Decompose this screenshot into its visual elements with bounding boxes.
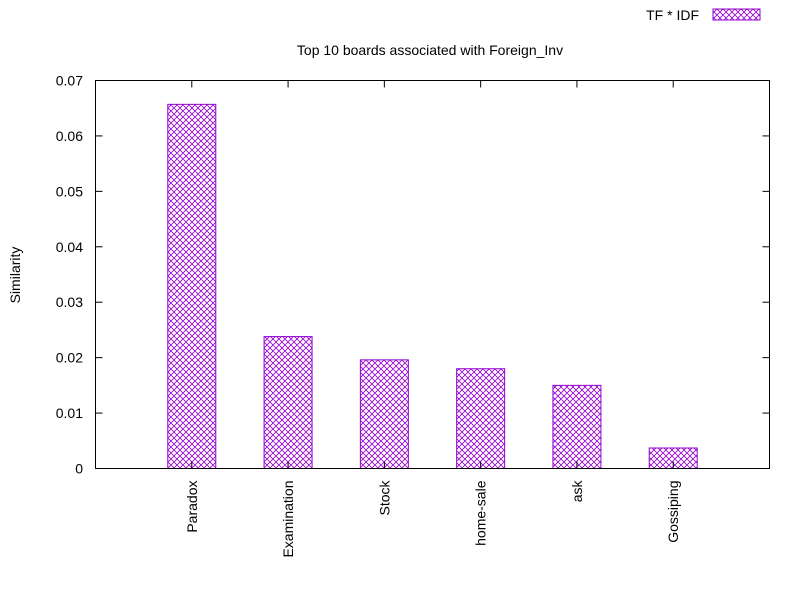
x-tick-label: home-sale [473,480,489,546]
y-tick-label: 0.05 [56,183,83,199]
x-axis-ticks: Paradox Examination Stock home-sale ask Gossi… [184,80,681,558]
legend-swatch [712,8,761,21]
x-tick-label: Examination [280,481,296,558]
y-tick-label: 0.02 [56,350,83,366]
legend: TF * IDF [646,7,761,23]
bars [167,103,698,470]
plot-frame [95,80,770,469]
legend-label: TF * IDF [646,7,699,23]
x-tick-label: Gossiping [665,481,681,543]
y-axis-ticks: 0 0.01 0.02 0.03 0.04 0.05 0.06 0.07 [56,73,770,477]
chart-title: Top 10 boards associated with Foreign_In… [297,42,563,58]
y-tick-label: 0.01 [56,405,83,421]
x-tick-label: ask [569,480,585,503]
x-tick-label: Paradox [184,481,200,533]
y-tick-label: 0.04 [56,239,83,255]
bar-paradox [167,103,217,469]
x-tick-label: Stock [376,480,392,516]
y-tick-label: 0 [75,461,83,477]
y-tick-label: 0.03 [56,294,83,310]
y-tick-label: 0.06 [56,128,83,144]
y-axis-label: Similarity [7,247,23,304]
bar-home-sale [456,368,506,470]
bar-examination [263,336,313,469]
y-tick-label: 0.07 [56,73,83,89]
bar-ask [552,384,602,470]
bar-stock [359,359,409,469]
